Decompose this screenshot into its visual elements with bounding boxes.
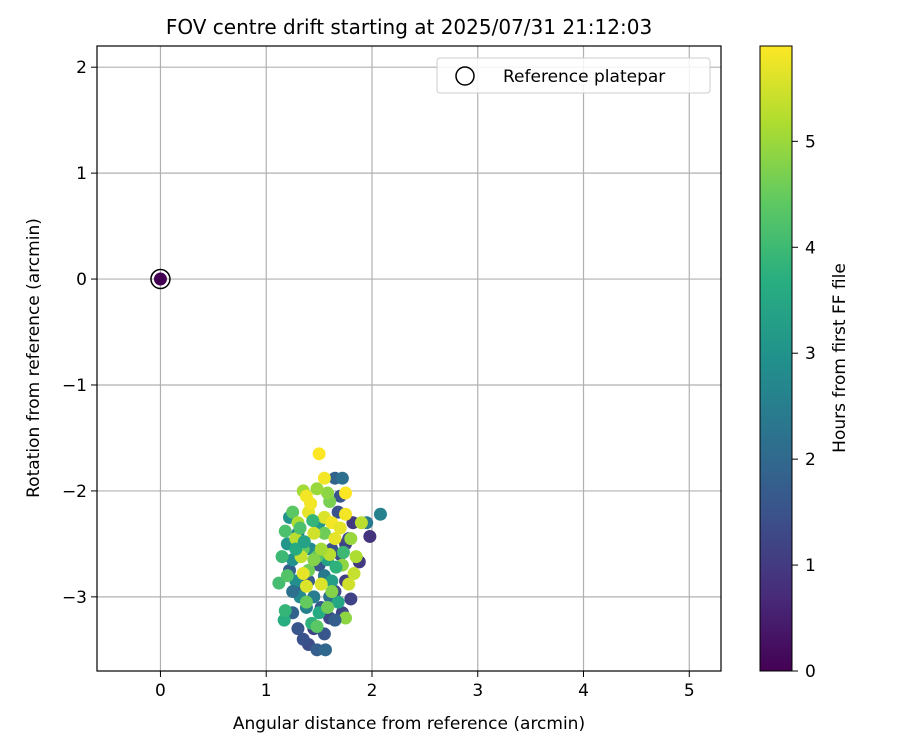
data-point [331, 595, 345, 609]
data-point [344, 592, 358, 606]
x-tick-label: 2 [367, 681, 378, 701]
y-tick-label: −2 [62, 482, 87, 502]
data-point [321, 600, 335, 614]
legend-entry-reference: Reference platepar [503, 67, 665, 87]
x-tick-label: 5 [684, 681, 695, 701]
data-point [328, 613, 342, 627]
data-point [278, 604, 292, 618]
grid [97, 46, 721, 671]
y-axis-ticks: −3 −2 −1 0 1 2 [62, 58, 97, 608]
data-point [275, 550, 289, 564]
y-tick-label: −3 [62, 588, 87, 608]
colorbar-tick-label: 0 [805, 662, 816, 682]
y-tick-label: 2 [76, 58, 87, 78]
legend-marker-reference-icon [455, 66, 475, 86]
data-point [307, 526, 321, 540]
data-point [297, 535, 311, 549]
colorbar-tick-label: 3 [805, 344, 816, 364]
data-point [296, 567, 310, 581]
data-point [335, 471, 349, 485]
data-point [272, 576, 286, 590]
reference-platepar-marker [150, 268, 171, 290]
data-point [286, 585, 300, 599]
y-tick-label: −1 [62, 376, 87, 396]
data-point [354, 516, 368, 530]
data-point [339, 486, 353, 500]
legend: Reference platepar [436, 57, 711, 94]
data-point [373, 507, 387, 521]
data-point [344, 532, 358, 546]
colorbar-ticks: 0 1 2 3 4 5 [792, 132, 816, 682]
data-point [278, 524, 292, 538]
colorbar-tick-label: 4 [805, 238, 816, 258]
data-point [310, 620, 324, 634]
data-point [277, 613, 291, 627]
data-point [291, 622, 305, 636]
chart-title: FOV centre drift starting at 2025/07/31 … [166, 15, 652, 39]
data-point [317, 526, 331, 540]
data-point [299, 579, 313, 593]
data-point [314, 542, 328, 556]
data-point [325, 574, 339, 588]
data-point [333, 521, 347, 535]
colorbar-label: Hours from first FF file [830, 263, 850, 453]
data-point [349, 550, 363, 564]
data-point [299, 595, 313, 609]
data-point [299, 489, 313, 503]
y-axis-label: Rotation from reference (arcmin) [24, 218, 44, 498]
data-point [325, 585, 339, 599]
reference-data-point [153, 272, 167, 286]
data-point [342, 577, 356, 591]
x-tick-label: 3 [472, 681, 483, 701]
data-point [296, 632, 310, 646]
x-tick-label: 1 [261, 681, 272, 701]
legend-box [436, 57, 711, 94]
data-point [314, 577, 328, 591]
data-point [310, 482, 324, 496]
data-point [306, 514, 320, 528]
data-point [289, 542, 303, 556]
data-point [318, 643, 332, 657]
data-point [329, 560, 343, 574]
plot-frame [96, 45, 722, 672]
data-points [150, 268, 387, 657]
colorbar-tick-label: 5 [805, 132, 816, 152]
data-point [363, 529, 377, 543]
data-point [328, 532, 342, 546]
colorbar-tick-label: 2 [805, 450, 816, 470]
y-tick-label: 1 [76, 164, 87, 184]
data-point [293, 521, 307, 535]
colorbar-tick-label: 1 [805, 556, 816, 576]
data-point [307, 553, 321, 567]
x-tick-label: 4 [578, 681, 589, 701]
x-tick-label: 0 [155, 681, 166, 701]
data-point [317, 471, 331, 485]
y-tick-label: 0 [76, 270, 87, 290]
data-point [336, 545, 350, 559]
data-point [286, 505, 300, 519]
data-point [339, 611, 353, 625]
data-point [312, 447, 326, 461]
x-axis-label: Angular distance from reference (arcmin) [233, 714, 585, 734]
data-point [339, 507, 353, 521]
data-point [280, 569, 294, 583]
data-point [347, 567, 361, 581]
x-axis-ticks: 0 1 2 3 4 5 [155, 671, 695, 701]
colorbar [759, 45, 793, 672]
data-point [321, 486, 335, 500]
